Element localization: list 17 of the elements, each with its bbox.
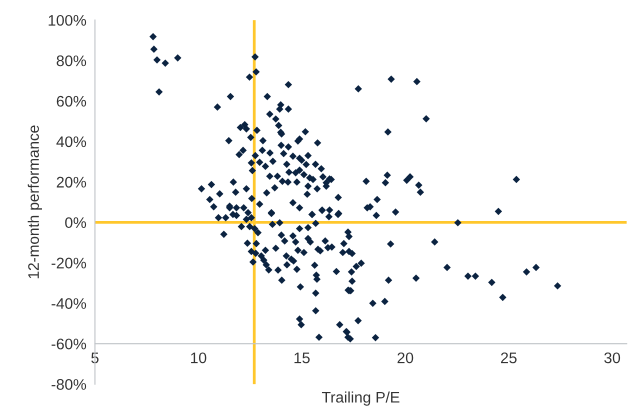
y-tick-label: -20% (52, 258, 86, 268)
x-tick-label: 25 (501, 352, 517, 364)
y-tick-label: 80% (56, 55, 86, 66)
y-axis-title: 12-month performance (28, 126, 42, 278)
y-tick-label: 20% (56, 176, 86, 188)
x-tick-label: 20 (398, 352, 414, 364)
x-axis-title: Trailing P/E (322, 391, 400, 406)
y-tick-label: 40% (56, 136, 86, 148)
x-tick-label: 15 (294, 352, 310, 364)
y-tick-label: 60% (56, 96, 86, 107)
y-tick-label: -40% (52, 298, 86, 309)
y-tick-label: -60% (52, 338, 86, 350)
y-tick-label: -80% (52, 379, 86, 390)
x-tick-label: 30 (604, 352, 620, 364)
y-tick-label: 100% (48, 14, 86, 26)
y-tick-label: 0% (65, 217, 86, 228)
x-tick-label: 10 (191, 352, 206, 364)
